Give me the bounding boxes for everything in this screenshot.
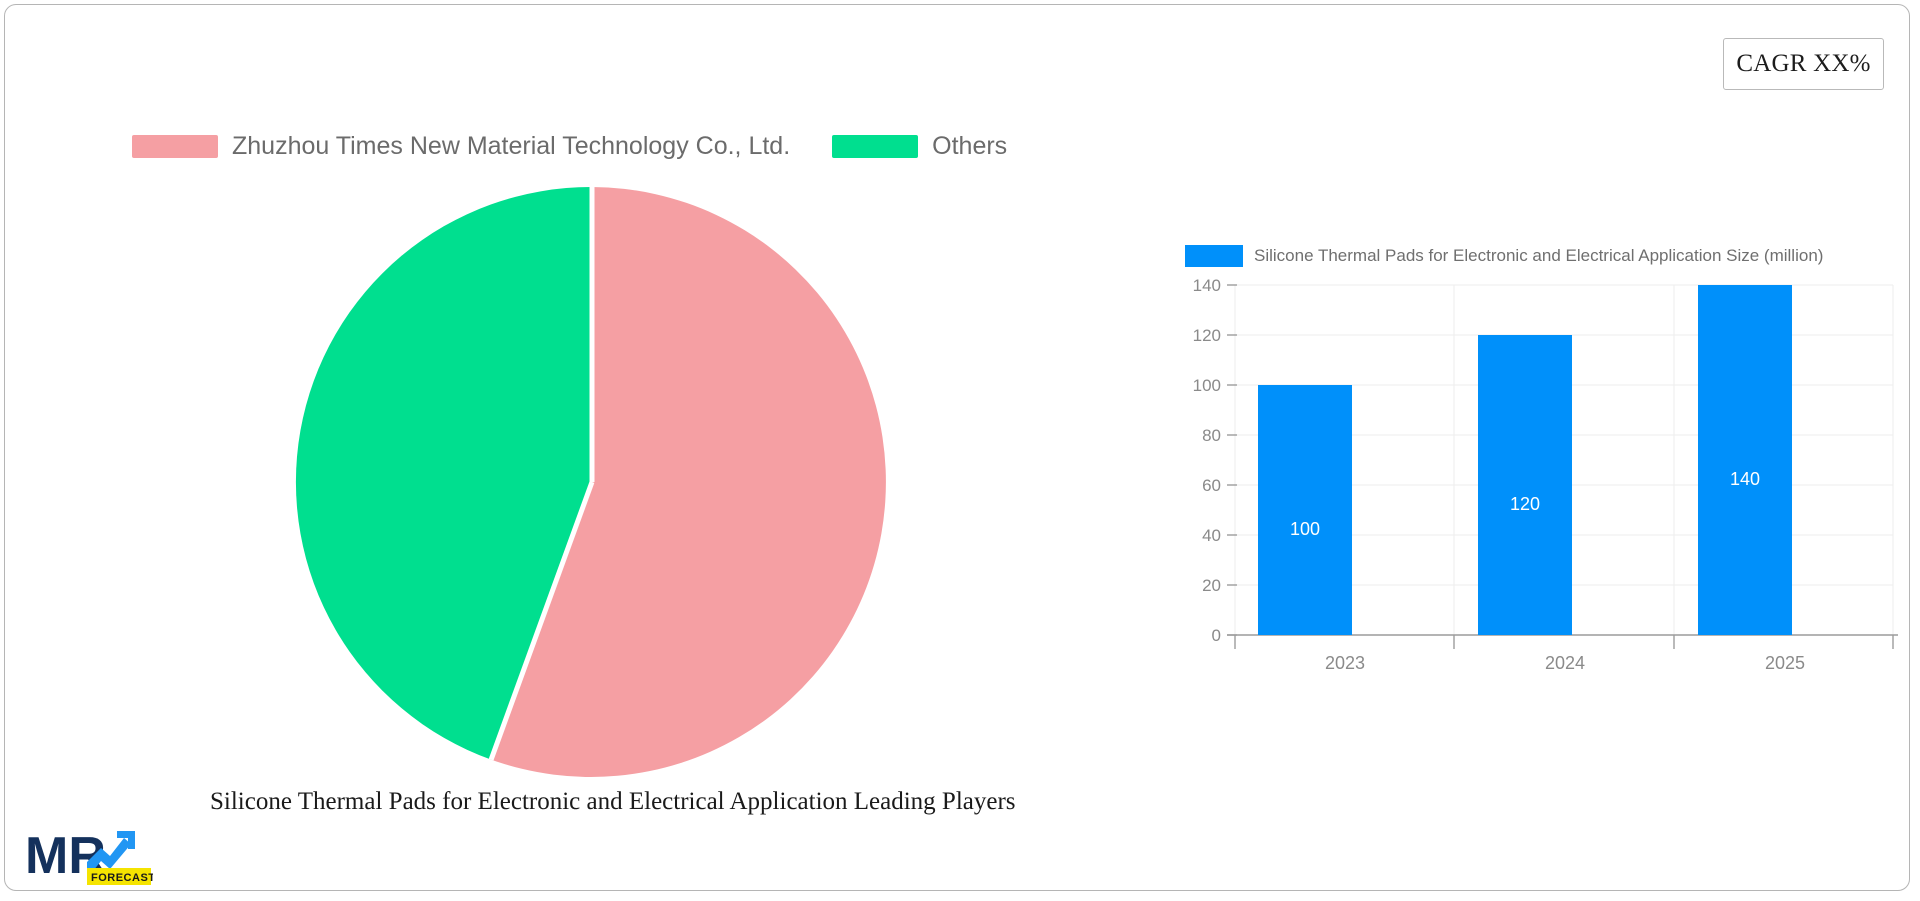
logo-badge-text: FORECAST xyxy=(91,872,153,884)
bar-chart-legend[interactable]: Silicone Thermal Pads for Electronic and… xyxy=(1185,245,1823,267)
bar-value-labels: 100 120 140 xyxy=(1290,469,1760,539)
brand-logo[interactable]: MR FORECAST xyxy=(25,825,153,887)
pie-chart-svg xyxy=(295,186,886,777)
pie-legend-label-company: Zhuzhou Times New Material Technology Co… xyxy=(232,131,791,160)
y-tick-label: 60 xyxy=(1202,476,1221,495)
y-tick-label: 80 xyxy=(1202,426,1221,445)
x-tick-label-2024: 2024 xyxy=(1545,653,1585,673)
y-tick-label: 120 xyxy=(1193,326,1221,345)
x-tick-label-2023: 2023 xyxy=(1325,653,1365,673)
legend-swatch-market-size xyxy=(1185,245,1243,267)
bar-2025[interactable] xyxy=(1698,285,1792,635)
bar-label-2024: 120 xyxy=(1510,494,1540,514)
gridlines-vertical xyxy=(1234,285,1894,635)
y-tick-label: 0 xyxy=(1212,626,1221,645)
pie-legend-label-others: Others xyxy=(932,131,1008,160)
bar-plot-area: 140 120 100 80 60 40 20 0 100 120 1 xyxy=(1165,277,1905,677)
bar-2024[interactable] xyxy=(1478,335,1572,635)
y-tick-label: 20 xyxy=(1202,576,1221,595)
pie-legend-item-company[interactable]: Zhuzhou Times New Material Technology Co… xyxy=(132,132,790,161)
pie-legend: Zhuzhou Times New Material Technology Co… xyxy=(132,131,1007,161)
y-tick-label: 100 xyxy=(1193,376,1221,395)
pie-legend-item-others[interactable]: Others xyxy=(832,132,1007,161)
logo-badge-bg xyxy=(87,868,151,885)
cagr-badge: CAGR XX% xyxy=(1723,38,1884,90)
x-tick-label-2025: 2025 xyxy=(1765,653,1805,673)
pie-chart-caption: Silicone Thermal Pads for Electronic and… xyxy=(210,788,1016,815)
legend-swatch-company xyxy=(132,134,218,158)
y-tick-label: 140 xyxy=(1193,277,1221,295)
y-tick-label: 40 xyxy=(1202,526,1221,545)
pie-chart xyxy=(295,185,889,779)
y-axis-labels: 140 120 100 80 60 40 20 0 xyxy=(1193,277,1221,645)
bar-legend-label: Silicone Thermal Pads for Electronic and… xyxy=(1254,246,1824,265)
x-axis-labels: 2023 2024 2025 xyxy=(1325,653,1805,673)
legend-swatch-others xyxy=(832,134,919,158)
bar-chart-svg: 140 120 100 80 60 40 20 0 100 120 1 xyxy=(1193,277,1898,673)
bar-label-2025: 140 xyxy=(1730,469,1760,489)
pie-slice-company[interactable] xyxy=(491,187,886,777)
bar-label-2023: 100 xyxy=(1290,519,1320,539)
pie-slice-others[interactable] xyxy=(295,186,592,760)
pie-divider-lower xyxy=(488,481,595,761)
bar-chart: Silicone Thermal Pads for Electronic and… xyxy=(1165,245,1905,685)
report-panel: CAGR XX% Zhuzhou Times New Material Tech… xyxy=(4,4,1910,891)
bar-2023[interactable] xyxy=(1258,385,1352,635)
brand-logo-svg: MR FORECAST xyxy=(25,827,153,885)
trend-up-arrow-icon xyxy=(87,831,135,871)
x-axis-ticks xyxy=(1234,635,1894,649)
